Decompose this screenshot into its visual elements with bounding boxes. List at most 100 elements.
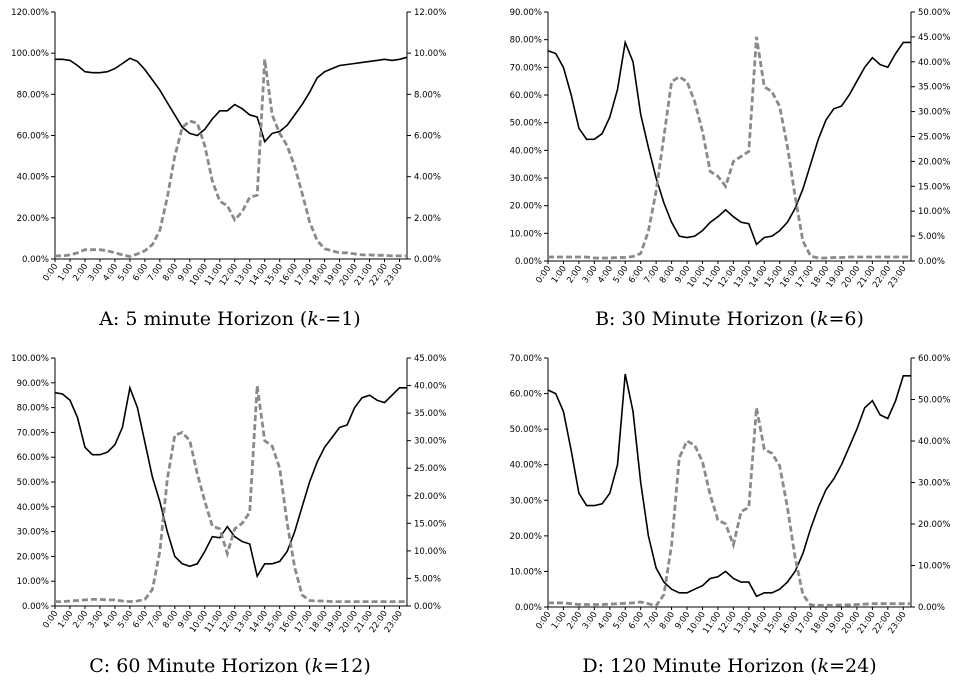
series-line-dashed bbox=[55, 59, 407, 258]
y-right-tick-label: 60.00% bbox=[918, 354, 950, 364]
y-right-tick-label: 4.00% bbox=[414, 173, 441, 183]
x-tick-label: 8:00 bbox=[161, 262, 180, 283]
y-left-tick-label: 30.00% bbox=[510, 496, 542, 506]
chart-a: 0.00% 20.00% 40.00% 60.00% 80.00% 100.00% 120.… bbox=[11, 8, 446, 288]
y-right-tick-label: 40.00% bbox=[918, 437, 950, 447]
caption-a-text: A: 5 minute Horizon ( bbox=[99, 308, 308, 330]
caption-d-text: D: 120 Minute Horizon ( bbox=[582, 655, 818, 677]
y-right-tick-label: 6.00% bbox=[414, 132, 441, 142]
y-left-tick-label: 60.00% bbox=[17, 453, 49, 463]
y-left-tick-label: 40.00% bbox=[17, 503, 49, 513]
x-tick-label: 0:00 bbox=[534, 264, 553, 285]
caption-c: C: 60 Minute Horizon (k=12) bbox=[0, 655, 460, 677]
chart-b: 0.00% 10.00% 20.00% 30.00% 40.00% 50.00% 60.00… bbox=[510, 8, 951, 290]
y-left-tick-label: 50.00% bbox=[17, 478, 49, 488]
caption-b-tail: =6) bbox=[828, 308, 864, 330]
series-line-dashed bbox=[548, 36, 911, 260]
x-tick-label: 6:00 bbox=[627, 610, 646, 631]
y-left-tick-label: 80.00% bbox=[17, 90, 49, 100]
x-tick-label: 7:00 bbox=[146, 262, 165, 283]
y-right-tick-label: 25.00% bbox=[414, 464, 446, 474]
y-left-tick-label: 30.00% bbox=[17, 528, 49, 538]
y-right-tick-label: 12.00% bbox=[414, 8, 446, 18]
caption-c-k: k bbox=[311, 655, 324, 677]
y-left-tick-label: 30.00% bbox=[510, 174, 542, 184]
y-right-tick-label: 40.00% bbox=[414, 382, 446, 392]
series-line-solid bbox=[55, 56, 408, 144]
panel-c: 0.00% 10.00% 20.00% 30.00% 40.00% 50.00% 60.00… bbox=[0, 346, 460, 687]
y-left-tick-label: 90.00% bbox=[510, 8, 542, 18]
x-tick-label: 0:00 bbox=[534, 610, 553, 631]
x-tick-label: 5:00 bbox=[612, 264, 631, 285]
y-right-tick-label: 30.00% bbox=[414, 437, 446, 447]
x-tick-label: 5:00 bbox=[116, 609, 135, 630]
caption-c-tail: =12) bbox=[323, 655, 371, 677]
y-right-tick-label: 45.00% bbox=[918, 33, 950, 43]
y-right-tick-label: 25.00% bbox=[918, 133, 950, 143]
x-tick-label: 2:00 bbox=[565, 610, 584, 631]
x-tick-label: 3:00 bbox=[581, 610, 600, 631]
y-right-tick-label: 30.00% bbox=[918, 108, 950, 118]
x-tick-label: 3:00 bbox=[86, 262, 105, 283]
y-right-tick-label: 5.00% bbox=[918, 232, 945, 242]
y-right-tick-label: 10.00% bbox=[918, 207, 950, 217]
y-left-tick-label: 90.00% bbox=[17, 379, 49, 389]
x-tick-label: 1:00 bbox=[550, 264, 569, 285]
x-tick-label: 6:00 bbox=[131, 262, 150, 283]
y-left-tick-label: 80.00% bbox=[17, 404, 49, 414]
x-tick-label: 4:00 bbox=[596, 264, 615, 285]
y-left-tick-label: 0.00% bbox=[22, 255, 49, 265]
caption-b-text: B: 30 Minute Horizon ( bbox=[595, 308, 817, 330]
y-right-tick-label: 8.00% bbox=[414, 90, 441, 100]
y-right-tick-label: 2.00% bbox=[414, 214, 441, 224]
y-left-tick-label: 10.00% bbox=[510, 229, 542, 239]
y-left-tick-label: 20.00% bbox=[17, 552, 49, 562]
series-line-solid bbox=[547, 39, 911, 246]
x-tick-label: 4:00 bbox=[101, 609, 120, 630]
x-tick-label: 7:00 bbox=[642, 264, 661, 285]
y-left-tick-label: 60.00% bbox=[510, 91, 542, 101]
caption-d-k: k bbox=[817, 655, 830, 677]
y-left-tick-label: 40.00% bbox=[510, 146, 542, 156]
x-tick-label: 6:00 bbox=[627, 264, 646, 285]
y-right-tick-label: 35.00% bbox=[918, 83, 950, 93]
y-right-tick-label: 0.00% bbox=[918, 603, 945, 613]
x-tick-label: 8:00 bbox=[161, 609, 180, 630]
y-right-tick-label: 15.00% bbox=[918, 182, 950, 192]
x-tick-label: 1:00 bbox=[56, 262, 75, 283]
y-left-tick-label: 60.00% bbox=[17, 132, 49, 142]
x-tick-label: 2:00 bbox=[565, 264, 584, 285]
y-left-tick-label: 10.00% bbox=[510, 567, 542, 577]
series-line-solid bbox=[54, 384, 407, 579]
x-tick-label: 0:00 bbox=[41, 609, 60, 630]
y-right-tick-label: 20.00% bbox=[414, 492, 446, 502]
caption-b: B: 30 Minute Horizon (k=6) bbox=[493, 308, 966, 330]
y-right-tick-label: 45.00% bbox=[414, 354, 446, 364]
y-right-tick-label: 10.00% bbox=[918, 562, 950, 572]
y-left-tick-label: 120.00% bbox=[11, 8, 49, 18]
y-left-tick-label: 50.00% bbox=[510, 425, 542, 435]
panel-b: 0.00% 10.00% 20.00% 30.00% 40.00% 50.00% 60.00… bbox=[493, 0, 966, 345]
y-right-tick-label: 20.00% bbox=[918, 157, 950, 167]
y-right-tick-label: 30.00% bbox=[918, 479, 950, 489]
y-right-tick-label: 40.00% bbox=[918, 58, 950, 68]
y-left-tick-label: 0.00% bbox=[515, 257, 542, 267]
x-tick-label: 8:00 bbox=[658, 264, 677, 285]
caption-a: A: 5 minute Horizon (k-=1) bbox=[0, 308, 460, 330]
x-tick-label: 0:00 bbox=[41, 262, 60, 283]
y-left-tick-label: 100.00% bbox=[11, 49, 49, 59]
y-left-tick-label: 0.00% bbox=[515, 603, 542, 613]
y-left-tick-label: 20.00% bbox=[510, 202, 542, 212]
y-left-tick-label: 20.00% bbox=[510, 532, 542, 542]
y-right-tick-label: 0.00% bbox=[414, 602, 441, 612]
series-line-dashed bbox=[548, 407, 911, 608]
x-tick-label: 7:00 bbox=[642, 610, 661, 631]
caption-a-k: k bbox=[307, 308, 319, 330]
panel-d: 0.00% 10.00% 20.00% 30.00% 40.00% 50.00% 60.00… bbox=[493, 346, 966, 687]
y-right-tick-label: 0.00% bbox=[918, 257, 945, 267]
x-tick-label: 8:00 bbox=[658, 610, 677, 631]
y-right-tick-label: 0.00% bbox=[414, 255, 441, 265]
x-tick-label: 2:00 bbox=[71, 609, 90, 630]
y-left-tick-label: 20.00% bbox=[17, 214, 49, 224]
y-left-tick-label: 50.00% bbox=[510, 119, 542, 129]
